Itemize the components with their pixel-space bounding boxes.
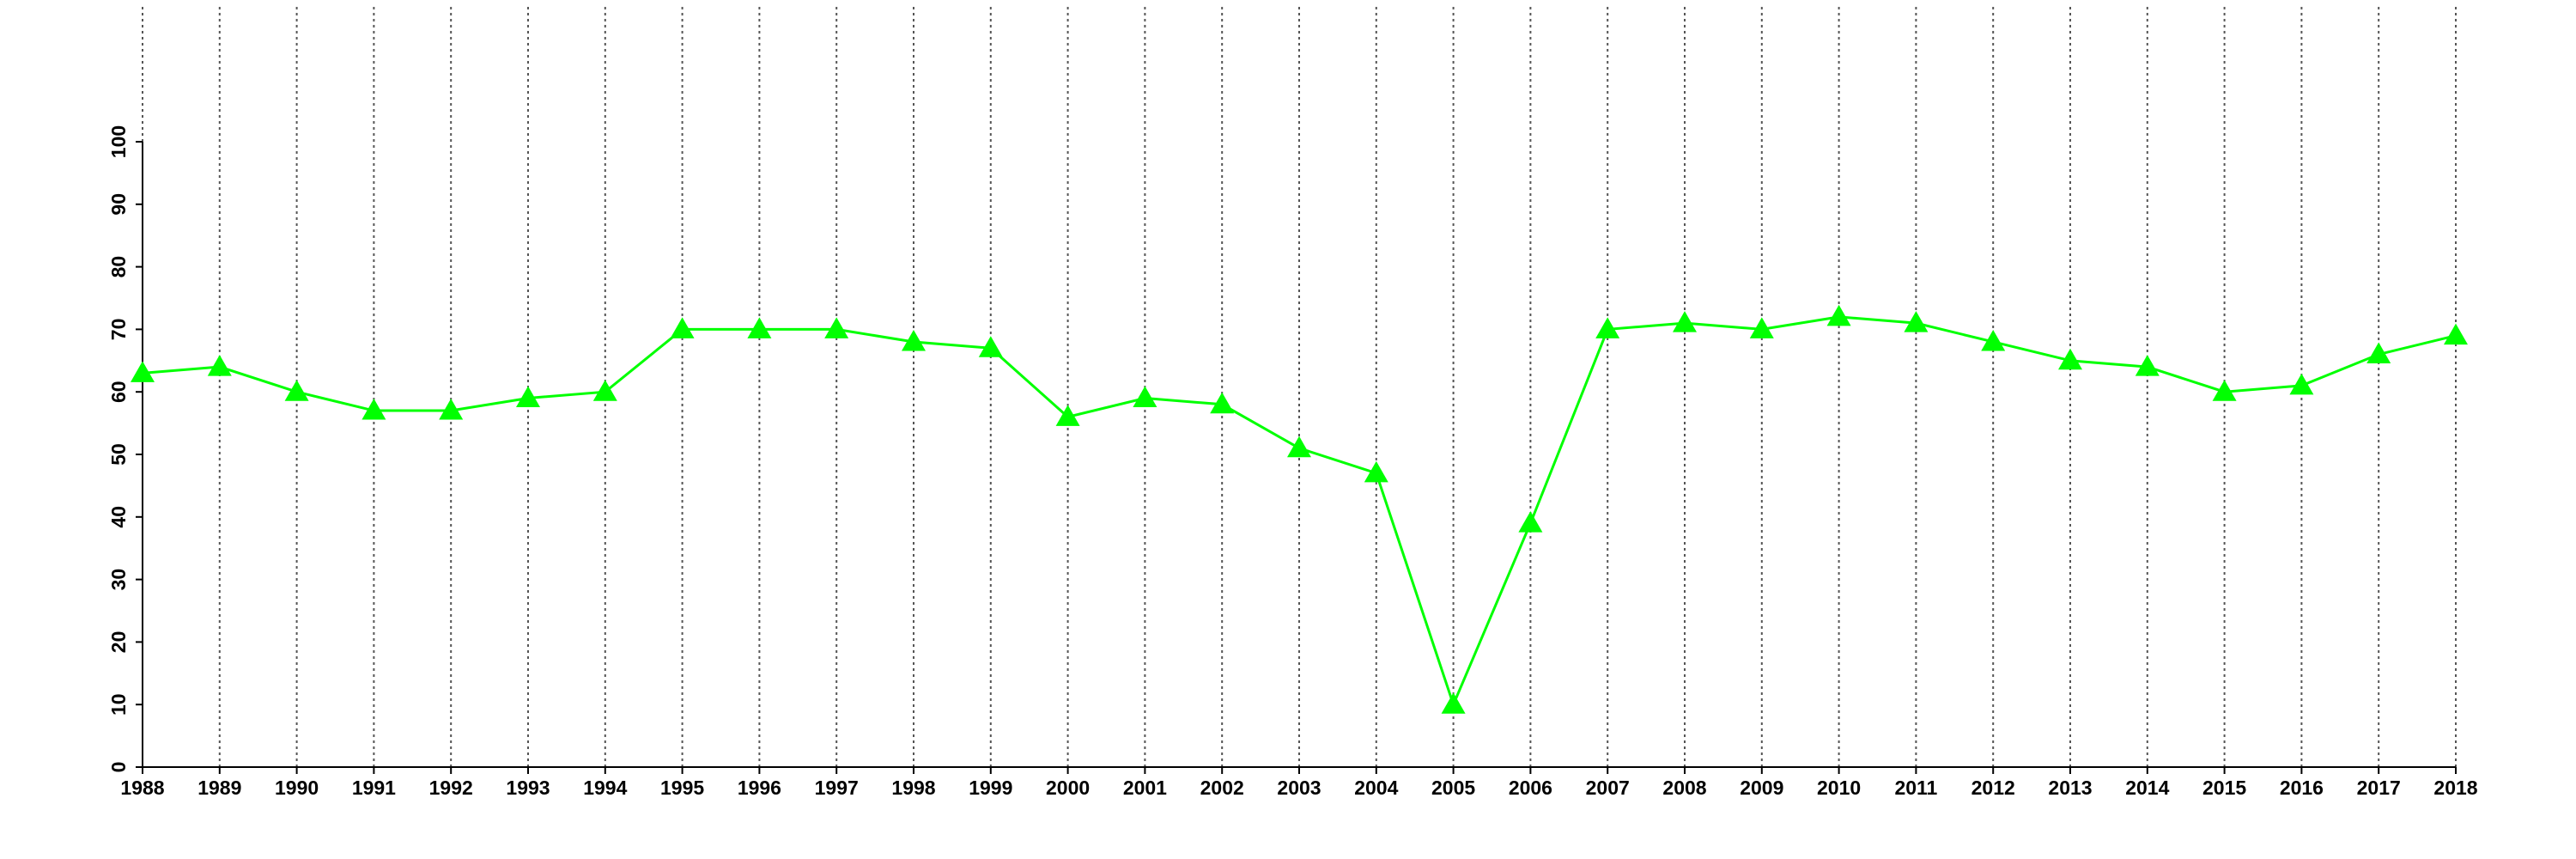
x-tick-label: 2013: [2048, 777, 2092, 799]
y-tick-label: 90: [107, 193, 130, 216]
y-tick-label: 100: [107, 125, 130, 158]
x-tick-label: 1989: [197, 777, 241, 799]
y-tick-label: 50: [107, 443, 130, 466]
x-tick-label: 2016: [2280, 777, 2324, 799]
marker: [1441, 692, 1466, 714]
marker: [2058, 348, 2082, 370]
marker: [1210, 392, 1235, 414]
marker: [439, 399, 464, 420]
marker: [670, 317, 695, 338]
x-tick-label: 2005: [1431, 777, 1475, 799]
x-tick-label: 2017: [2357, 777, 2401, 799]
marker: [2212, 380, 2237, 401]
x-tick-label: 1998: [891, 777, 935, 799]
x-tick-label: 2003: [1277, 777, 1321, 799]
marker: [2289, 373, 2314, 395]
x-tick-label: 1996: [738, 777, 781, 799]
x-tick-label: 1988: [120, 777, 164, 799]
y-tick-label: 30: [107, 569, 130, 591]
x-tick-label: 1999: [969, 777, 1012, 799]
marker: [747, 317, 772, 338]
x-tick-label: 2000: [1046, 777, 1090, 799]
marker: [131, 361, 155, 382]
marker: [284, 380, 309, 401]
marker: [1364, 460, 1388, 483]
marker: [361, 399, 386, 420]
x-tick-label: 2009: [1740, 777, 1783, 799]
marker: [1055, 405, 1080, 426]
x-tick-label: 1992: [429, 777, 473, 799]
marker: [1518, 511, 1543, 533]
marker: [516, 386, 540, 407]
y-tick-label: 20: [107, 631, 130, 654]
x-tick-label: 2004: [1354, 777, 1398, 799]
y-tick-label: 40: [107, 506, 130, 528]
x-tick-label: 2008: [1662, 777, 1706, 799]
y-tick-label: 80: [107, 256, 130, 278]
marker: [2135, 355, 2160, 376]
marker: [1826, 304, 1851, 326]
x-tick-label: 1990: [275, 777, 319, 799]
marker: [592, 380, 617, 401]
marker: [1673, 311, 1697, 332]
marker: [1904, 311, 1929, 332]
marker: [1133, 386, 1157, 407]
x-tick-label: 2006: [1509, 777, 1552, 799]
marker: [1287, 436, 1311, 458]
marker: [1981, 329, 2006, 351]
y-tick-label: 60: [107, 381, 130, 403]
x-tick-label: 2011: [1894, 777, 1937, 799]
y-tick-label: 10: [107, 693, 130, 716]
marker: [2444, 323, 2468, 345]
x-tick-label: 2002: [1200, 777, 1244, 799]
x-tick-label: 2015: [2202, 777, 2246, 799]
marker: [978, 336, 1003, 357]
x-tick-label: 2018: [2433, 777, 2477, 799]
marker: [902, 329, 926, 351]
marker: [1749, 317, 1774, 338]
x-tick-label: 2001: [1123, 777, 1167, 799]
y-tick-label: 70: [107, 319, 130, 341]
x-tick-label: 1995: [660, 777, 704, 799]
x-tick-label: 2012: [1971, 777, 2015, 799]
x-tick-label: 1993: [506, 777, 550, 799]
marker: [824, 317, 849, 338]
marker: [2366, 342, 2391, 364]
x-tick-label: 2014: [2125, 777, 2169, 799]
y-tick-label: 0: [107, 762, 130, 773]
x-tick-label: 2010: [1817, 777, 1861, 799]
marker: [1595, 317, 1620, 338]
marker: [207, 355, 232, 376]
x-tick-label: 1997: [815, 777, 859, 799]
x-tick-label: 1991: [352, 777, 396, 799]
x-tick-label: 1994: [583, 777, 627, 799]
x-tick-label: 2007: [1586, 777, 1630, 799]
